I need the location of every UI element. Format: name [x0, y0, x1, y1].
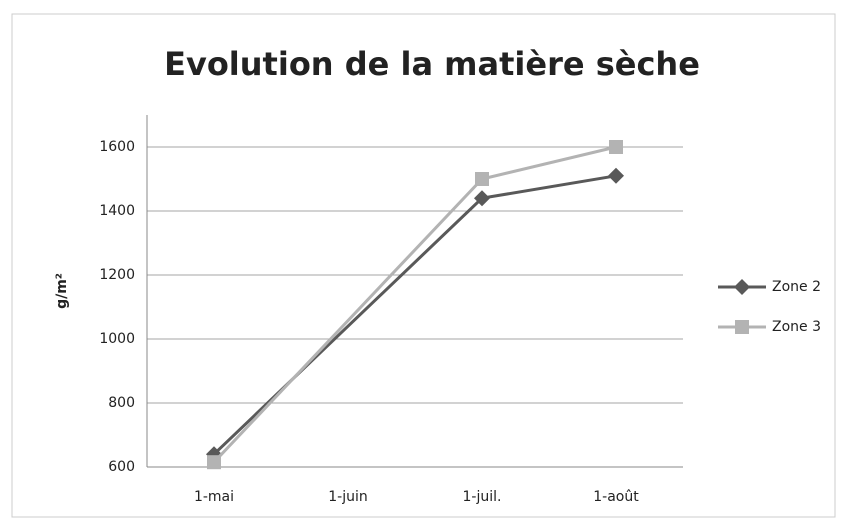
marker [609, 140, 623, 154]
x-tick-label: 1-mai [194, 489, 234, 505]
marker [734, 279, 750, 295]
marker [207, 455, 221, 470]
y-tick-label: 1200 [99, 267, 135, 283]
chart-title: Evolution de la matière sèche [164, 45, 700, 83]
marker [475, 172, 489, 186]
y-tick-label: 600 [108, 459, 135, 475]
x-tick-label: 1-juil. [463, 489, 502, 505]
y-tick-label: 1600 [99, 139, 135, 155]
legend-label: Zone 2 [772, 279, 821, 295]
y-tick-label: 1400 [99, 203, 135, 219]
x-tick-label: 1-août [593, 489, 639, 505]
marker [735, 320, 749, 334]
marker [608, 167, 624, 184]
y-axis-label: g/m² [54, 273, 70, 309]
legend-label: Zone 3 [772, 319, 821, 335]
chart-frame [11, 13, 836, 518]
y-tick-label: 800 [108, 395, 135, 411]
x-tick-label: 1-juin [328, 489, 367, 505]
y-tick-label: 1000 [99, 331, 135, 347]
marker [474, 190, 490, 207]
